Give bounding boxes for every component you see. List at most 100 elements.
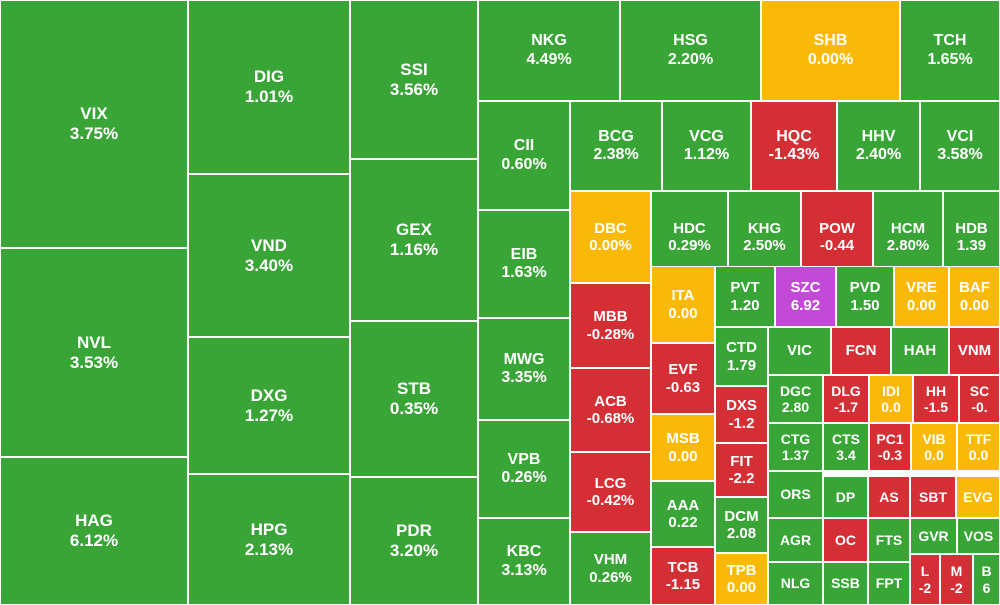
tile-ctg[interactable]: CTG 1.37 (768, 423, 823, 471)
tile-tch[interactable]: TCH 1.65% (900, 0, 1000, 101)
tile-pvd[interactable]: PVD 1.50 (836, 266, 894, 327)
tile-cts[interactable]: CTS 3.4 (823, 423, 869, 471)
tile-m[interactable]: M -2 (940, 554, 973, 605)
tile-eib[interactable]: EIB 1.63% (478, 210, 570, 318)
tile-idi[interactable]: IDI 0.0 (869, 375, 913, 423)
tile-gex[interactable]: GEX 1.16% (350, 159, 478, 321)
tile-dgc[interactable]: DGC 2.80 (768, 375, 823, 423)
change-label: 0.26% (589, 568, 632, 586)
ticker-label: MWG (503, 350, 545, 368)
tile-dbc[interactable]: DBC 0.00% (570, 191, 651, 283)
tile-nkg[interactable]: NKG 4.49% (478, 0, 620, 101)
change-label: 0.35% (389, 399, 439, 418)
tile-pc1[interactable]: PC1 -0.3 (869, 423, 911, 471)
tile-dig[interactable]: DIG 1.01% (188, 0, 350, 174)
tile-as[interactable]: AS (868, 476, 910, 518)
tile-dlg[interactable]: DLG -1.7 (823, 375, 869, 423)
tile-ita[interactable]: ITA 0.00 (651, 266, 715, 343)
tile-fcn[interactable]: FCN (831, 327, 891, 375)
tile-oc[interactable]: OC (823, 518, 868, 562)
tile-dp[interactable]: DP (823, 476, 868, 518)
tile-vib[interactable]: VIB 0.0 (911, 423, 957, 471)
ticker-label: M (950, 563, 963, 580)
tile-sbt[interactable]: SBT (910, 476, 956, 518)
tile-hag[interactable]: HAG 6.12% (0, 457, 188, 605)
tile-hqc[interactable]: HQC -1.43% (751, 101, 837, 191)
ticker-label: NVL (77, 332, 111, 352)
change-label: 0.0 (881, 399, 901, 415)
tile-hhv[interactable]: HHV 2.40% (837, 101, 920, 191)
ticker-label: EIB (510, 245, 538, 263)
tile-pvt[interactable]: PVT 1.20 (715, 266, 775, 327)
tile-tcb[interactable]: TCB -1.15 (651, 547, 715, 605)
tile-nvl[interactable]: NVL 3.53% (0, 248, 188, 457)
tile-lcg[interactable]: LCG -0.42% (570, 452, 651, 532)
ticker-label: VOS (963, 527, 994, 544)
tile-hah[interactable]: HAH (891, 327, 949, 375)
tile-dxg[interactable]: DXG 1.27% (188, 337, 350, 474)
tile-ttf[interactable]: TTF 0.0 (957, 423, 1000, 471)
tile-sc[interactable]: SC -0. (959, 375, 1000, 423)
ticker-label: TCH (933, 32, 967, 50)
tile-cii[interactable]: CII 0.60% (478, 101, 570, 210)
tile-mwg[interactable]: MWG 3.35% (478, 318, 570, 420)
tile-dcm[interactable]: DCM 2.08 (715, 497, 768, 553)
tile-baf[interactable]: BAF 0.00 (949, 266, 1000, 327)
change-label: 2.40% (855, 146, 902, 163)
tile-vix[interactable]: VIX 3.75% (0, 0, 188, 248)
tile-pdr[interactable]: PDR 3.20% (350, 477, 478, 605)
ticker-label: VIX (80, 104, 108, 124)
tile-fit[interactable]: FIT -2.2 (715, 443, 768, 497)
tile-tpb[interactable]: TPB 0.00 (715, 553, 768, 605)
tile-vnd[interactable]: VND 3.40% (188, 174, 350, 337)
ticker-label: SSB (831, 575, 860, 592)
tile-kbc[interactable]: KBC 3.13% (478, 518, 570, 605)
tile-dxs[interactable]: DXS -1.2 (715, 386, 768, 443)
tile-vos[interactable]: VOS (957, 518, 1000, 554)
change-label: 0.00 (668, 304, 698, 322)
tile-vcg[interactable]: VCG 1.12% (662, 101, 751, 191)
ticker-label: VCI (946, 127, 974, 145)
change-label: -1.43% (768, 146, 820, 163)
ticker-label: VPB (507, 450, 541, 468)
change-label: 0.00% (807, 50, 854, 68)
tile-l[interactable]: L -2 (910, 554, 940, 605)
tile-fts[interactable]: FTS (868, 518, 910, 562)
tile-hsg[interactable]: HSG 2.20% (620, 0, 761, 101)
tile-ors[interactable]: ORS (768, 471, 823, 518)
tile-szc[interactable]: SZC 6.92 (775, 266, 836, 327)
tile-ctd[interactable]: CTD 1.79 (715, 327, 768, 386)
tile-hpg[interactable]: HPG 2.13% (188, 474, 350, 605)
tile-acb[interactable]: ACB -0.68% (570, 368, 651, 452)
change-label: 6.12% (69, 531, 119, 550)
ticker-label: CII (513, 137, 535, 155)
tile-agr[interactable]: AGR (768, 518, 823, 562)
tile-gvr[interactable]: GVR (910, 518, 957, 554)
tile-fpt[interactable]: FPT (868, 562, 910, 605)
tile-evf[interactable]: EVF -0.63 (651, 343, 715, 414)
tile-bcg[interactable]: BCG 2.38% (570, 101, 662, 191)
tile-hh[interactable]: HH -1.5 (913, 375, 959, 423)
tile-vhm[interactable]: VHM 0.26% (570, 532, 651, 605)
ticker-label: DP (835, 488, 856, 505)
tile-shb[interactable]: SHB 0.00% (761, 0, 900, 101)
change-label: 1.20 (730, 296, 760, 314)
tile-vnm[interactable]: VNM (949, 327, 1000, 375)
change-label: 3.13% (501, 561, 547, 579)
tile-vci[interactable]: VCI 3.58% (920, 101, 1000, 191)
change-label: -1.15 (665, 576, 701, 593)
tile-nlg[interactable]: NLG (768, 562, 823, 605)
tile-evg[interactable]: EVG (956, 476, 1000, 518)
tile-vic[interactable]: VIC (768, 327, 831, 375)
tile-ssi[interactable]: SSI 3.56% (350, 0, 478, 159)
tile-aaa[interactable]: AAA 0.22 (651, 481, 715, 547)
tile-mbb[interactable]: MBB -0.28% (570, 283, 651, 368)
tile-vre[interactable]: VRE 0.00 (894, 266, 949, 327)
tile-ssb[interactable]: SSB (823, 562, 868, 605)
tile-stb[interactable]: STB 0.35% (350, 321, 478, 477)
tile-vpb[interactable]: VPB 0.26% (478, 420, 570, 518)
ticker-label: STB (397, 379, 431, 399)
tile-msb[interactable]: MSB 0.00 (651, 414, 715, 481)
ticker-label: PC1 (876, 430, 904, 447)
